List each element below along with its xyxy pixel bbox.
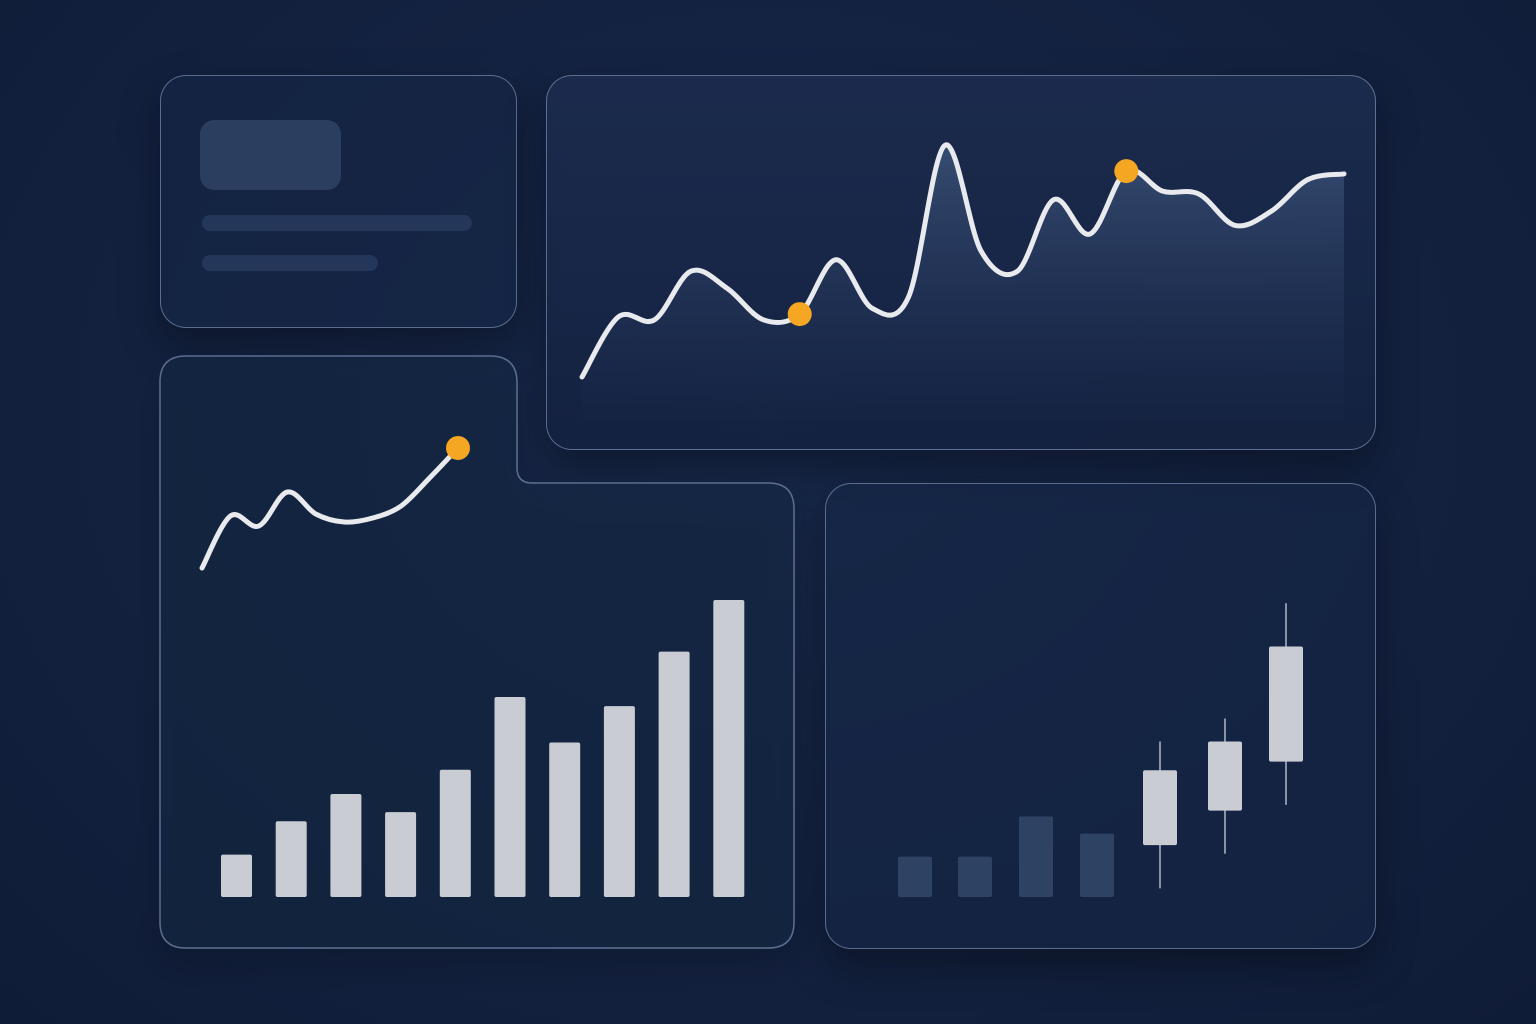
muted-bar	[1019, 816, 1053, 897]
bar	[385, 812, 417, 897]
summary-placeholder-line-short	[202, 255, 378, 271]
area-fill	[582, 144, 1344, 420]
series-line	[579, 142, 1347, 380]
summary-placeholder-line	[202, 215, 472, 231]
candle-body	[1208, 741, 1242, 811]
summary-placeholder-block	[200, 120, 341, 190]
bar	[549, 742, 581, 897]
bar	[658, 651, 690, 897]
bar	[330, 793, 362, 897]
candle-body	[1269, 646, 1303, 762]
highlight-point	[1114, 159, 1139, 184]
bar-chart-card	[159, 355, 795, 949]
bar	[439, 769, 471, 897]
highlight-point	[446, 436, 470, 460]
area-chart	[579, 142, 1347, 420]
highlight-point	[787, 302, 812, 327]
bar	[494, 697, 526, 897]
bar	[221, 854, 252, 897]
muted-bar	[898, 856, 932, 897]
mini-line-chart	[199, 436, 470, 571]
series-line	[199, 445, 461, 571]
muted-bar	[1080, 833, 1114, 897]
bar	[275, 821, 307, 897]
bar-chart	[221, 600, 745, 897]
candle-body	[1143, 770, 1177, 846]
bar	[713, 600, 745, 897]
bar	[603, 706, 635, 897]
muted-bar	[958, 856, 992, 897]
candlestick-chart	[898, 603, 1303, 897]
summary-card	[160, 75, 517, 328]
